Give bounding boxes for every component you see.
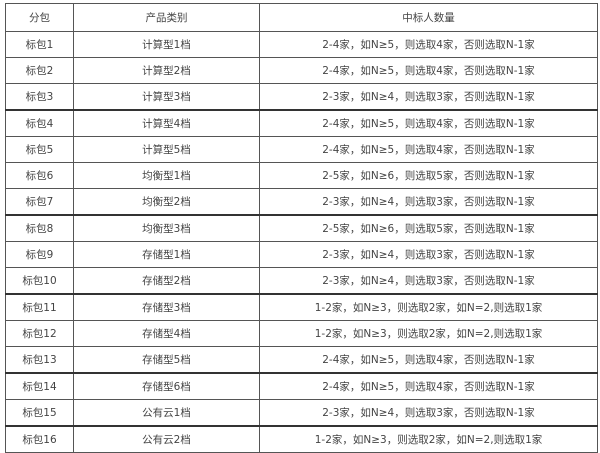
- package-cell: 标包15: [5, 399, 74, 427]
- winner-count-cell: 2-5家，如N≥6，则选取5家，否则选取N-1家: [259, 162, 598, 189]
- product-category-cell: 均衡型1档: [73, 162, 260, 189]
- table-row: 标包11 存储型3档 1-2家，如N≥3，则选取2家，如N=2,则选取1家: [5, 293, 598, 321]
- product-category-cell: 存储型3档: [73, 293, 260, 321]
- winner-count-cell: 2-3家，如N≥4，则选取3家，否则选取N-1家: [259, 267, 598, 295]
- table-row: 标包12 存储型4档 1-2家，如N≥3，则选取2家，如N=2,则选取1家: [5, 320, 598, 347]
- package-cell: 标包1: [5, 31, 74, 58]
- winner-count-cell: 2-4家，如N≥5，则选取4家，否则选取N-1家: [259, 346, 598, 374]
- table-row: 标包10 存储型2档 2-3家，如N≥4，则选取3家，否则选取N-1家: [5, 267, 598, 295]
- winner-count-cell: 2-3家，如N≥4，则选取3家，否则选取N-1家: [259, 188, 598, 216]
- product-category-cell: 存储型1档: [73, 241, 260, 268]
- table-row: 标包1 计算型1档 2-4家，如N≥5，则选取4家，否则选取N-1家: [5, 31, 598, 58]
- table-row: 标包14 存储型6档 2-4家，如N≥5，则选取4家，否则选取N-1家: [5, 372, 598, 400]
- table-row: 标包4 计算型4档 2-4家，如N≥5，则选取4家，否则选取N-1家: [5, 109, 598, 137]
- winner-count-cell: 2-3家，如N≥4，则选取3家，否则选取N-1家: [259, 241, 598, 268]
- winner-count-cell: 2-4家，如N≥5，则选取4家，否则选取N-1家: [259, 109, 598, 137]
- package-cell: 标包14: [5, 372, 74, 400]
- package-cell: 标包2: [5, 57, 74, 84]
- product-category-cell: 存储型6档: [73, 372, 260, 400]
- package-cell: 标包9: [5, 241, 74, 268]
- bid-package-table: 分包 产品类别 中标人数量 标包1 计算型1档 2-4家，如N≥5，则选取4家，否则…: [5, 3, 598, 453]
- product-category-cell: 计算型4档: [73, 109, 260, 137]
- package-cell: 标包8: [5, 214, 74, 242]
- product-category-cell: 均衡型2档: [73, 188, 260, 216]
- winner-count-cell: 2-3家，如N≥4，则选取3家，否则选取N-1家: [259, 83, 598, 111]
- package-cell: 标包6: [5, 162, 74, 189]
- header-product-category: 产品类别: [73, 3, 260, 32]
- package-cell: 标包7: [5, 188, 74, 216]
- package-cell: 标包11: [5, 293, 74, 321]
- product-category-cell: 存储型2档: [73, 267, 260, 295]
- header-row: 分包 产品类别 中标人数量: [5, 3, 598, 32]
- package-cell: 标包10: [5, 267, 74, 295]
- package-cell: 标包5: [5, 136, 74, 163]
- header-winner-count: 中标人数量: [259, 3, 598, 32]
- product-category-cell: 计算型2档: [73, 57, 260, 84]
- winner-count-cell: 2-4家，如N≥5，则选取4家，否则选取N-1家: [259, 31, 598, 58]
- winner-count-cell: 2-4家，如N≥5，则选取4家，否则选取N-1家: [259, 136, 598, 163]
- product-category-cell: 存储型5档: [73, 346, 260, 374]
- product-category-cell: 公有云1档: [73, 399, 260, 427]
- package-cell: 标包4: [5, 109, 74, 137]
- product-category-cell: 计算型5档: [73, 136, 260, 163]
- table-row: 标包5 计算型5档 2-4家，如N≥5，则选取4家，否则选取N-1家: [5, 136, 598, 163]
- winner-count-cell: 1-2家，如N≥3，则选取2家，如N=2,则选取1家: [259, 293, 598, 321]
- package-cell: 标包12: [5, 320, 74, 347]
- table-row: 标包8 均衡型3档 2-5家，如N≥6，则选取5家，否则选取N-1家: [5, 214, 598, 242]
- table-row: 标包6 均衡型1档 2-5家，如N≥6，则选取5家，否则选取N-1家: [5, 162, 598, 189]
- product-category-cell: 公有云2档: [73, 425, 260, 453]
- product-category-cell: 计算型1档: [73, 31, 260, 58]
- table-row: 标包7 均衡型2档 2-3家，如N≥4，则选取3家，否则选取N-1家: [5, 188, 598, 216]
- winner-count-cell: 1-2家，如N≥3，则选取2家，如N=2,则选取1家: [259, 425, 598, 453]
- winner-count-cell: 2-4家，如N≥5，则选取4家，否则选取N-1家: [259, 57, 598, 84]
- winner-count-cell: 2-3家，如N≥4，则选取3家，否则选取N-1家: [259, 399, 598, 427]
- package-cell: 标包13: [5, 346, 74, 374]
- product-category-cell: 存储型4档: [73, 320, 260, 347]
- table-row: 标包2 计算型2档 2-4家，如N≥5，则选取4家，否则选取N-1家: [5, 57, 598, 84]
- package-cell: 标包16: [5, 425, 74, 453]
- winner-count-cell: 1-2家，如N≥3，则选取2家，如N=2,则选取1家: [259, 320, 598, 347]
- header-package: 分包: [5, 3, 74, 32]
- table-row: 标包15 公有云1档 2-3家，如N≥4，则选取3家，否则选取N-1家: [5, 399, 598, 427]
- table-row: 标包16 公有云2档 1-2家，如N≥3，则选取2家，如N=2,则选取1家: [5, 425, 598, 453]
- table-row: 标包9 存储型1档 2-3家，如N≥4，则选取3家，否则选取N-1家: [5, 241, 598, 268]
- product-category-cell: 均衡型3档: [73, 214, 260, 242]
- winner-count-cell: 2-4家，如N≥5，则选取4家，否则选取N-1家: [259, 372, 598, 400]
- package-cell: 标包3: [5, 83, 74, 111]
- winner-count-cell: 2-5家，如N≥6，则选取5家，否则选取N-1家: [259, 214, 598, 242]
- table-row: 标包13 存储型5档 2-4家，如N≥5，则选取4家，否则选取N-1家: [5, 346, 598, 374]
- product-category-cell: 计算型3档: [73, 83, 260, 111]
- table-row: 标包3 计算型3档 2-3家，如N≥4，则选取3家，否则选取N-1家: [5, 83, 598, 111]
